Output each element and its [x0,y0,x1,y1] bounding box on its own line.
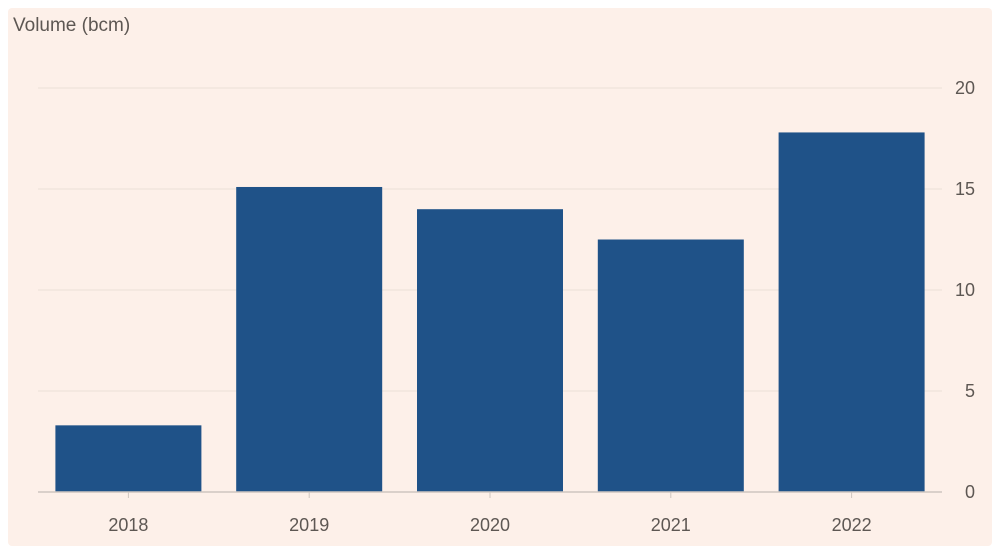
y-axis-ticks: 0 5 10 15 20 [955,78,975,502]
x-tick-label: 2020 [470,515,510,535]
x-tick-label: 2018 [108,515,148,535]
y-tick-label: 20 [955,78,975,98]
x-tick-label: 2022 [832,515,872,535]
y-tick-label: 15 [955,179,975,199]
y-tick-label: 0 [965,482,975,502]
bar-2021 [597,239,744,492]
bars [55,132,925,493]
bar-2022 [778,132,925,492]
x-axis-ticks: 2018 2019 2020 2021 2022 [108,492,872,535]
x-tick-label: 2019 [289,515,329,535]
y-tick-label: 5 [965,381,975,401]
bar-2019 [236,186,383,493]
y-tick-label: 10 [955,280,975,300]
x-tick-label: 2021 [651,515,691,535]
bar-2020 [417,209,563,492]
bar-2018 [55,425,202,492]
y-axis-label: Volume (bcm) [13,15,130,36]
